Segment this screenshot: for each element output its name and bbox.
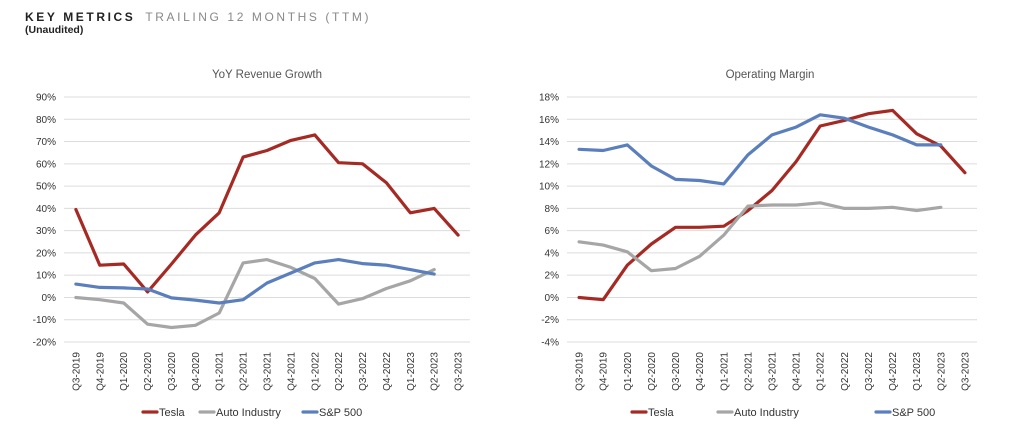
x-tick-label: Q1-2021 [719,352,730,391]
x-tick-label: Q4-2019 [95,352,106,391]
x-tick-label: Q3-2021 [768,352,779,391]
legend-label: Tesla [159,407,186,419]
y-tick-label: 70% [36,137,56,148]
series-line-auto-industry [74,258,436,330]
x-tick-label: Q4-2021 [286,352,297,391]
x-tick-label: Q2-2023 [430,352,441,391]
y-tick-label: 60% [36,159,56,170]
y-tick-label: -4% [541,338,559,349]
y-tick-label: 80% [36,115,56,126]
x-tick-label: Q4-2022 [382,352,393,391]
x-tick-label: Q2-2021 [743,352,754,391]
y-tick-label: 10% [36,271,56,282]
legend-label: S&P 500 [892,407,935,419]
series-line-s-p-500 [577,113,943,186]
chart-title: YoY Revenue Growth [212,69,322,81]
legend-label: Auto Industry [216,407,281,419]
legend-label: S&P 500 [319,407,362,419]
x-tick-label: Q2-2021 [239,352,250,391]
y-tick-label: 30% [36,226,56,237]
series-line-s-p-500 [74,258,436,305]
x-tick-label: Q3-2022 [864,352,875,391]
x-tick-label: Q4-2020 [695,352,706,391]
y-tick-label: -20% [33,338,56,349]
x-tick-label: Q3-2023 [454,352,465,391]
y-tick-label: 2% [545,271,560,282]
y-tick-label: 0% [42,293,57,304]
header-title-bold: KEY METRICS [25,10,136,24]
y-tick-label: 0% [545,293,560,304]
x-tick-label: Q3-2020 [167,352,178,391]
x-tick-label: Q2-2020 [647,352,658,391]
x-tick-label: Q1-2023 [406,352,417,391]
x-tick-label: Q1-2020 [119,352,130,391]
y-tick-label: 10% [539,182,559,193]
x-tick-label: Q4-2021 [792,352,803,391]
y-tick-label: -10% [33,315,56,326]
x-tick-label: Q3-2019 [71,352,82,391]
x-tick-label: Q3-2023 [960,352,971,391]
legend-label: Tesla [648,407,675,419]
y-tick-label: 20% [36,248,56,259]
header-title-light: TRAILING 12 MONTHS (TTM) [145,10,372,24]
x-tick-label: Q1-2023 [912,352,923,391]
y-tick-label: 90% [36,93,56,104]
y-tick-label: 16% [539,115,559,126]
x-tick-label: Q4-2020 [191,352,202,391]
x-tick-label: Q4-2022 [888,352,899,391]
x-tick-label: Q1-2022 [310,352,321,391]
x-tick-label: Q2-2023 [936,352,947,391]
series-line-tesla [577,108,967,302]
x-tick-label: Q1-2021 [215,352,226,391]
x-tick-label: Q2-2022 [334,352,345,391]
x-tick-label: Q1-2020 [623,352,634,391]
y-tick-label: 12% [539,159,559,170]
x-tick-label: Q2-2022 [840,352,851,391]
y-tick-label: 8% [545,204,560,215]
x-tick-label: Q4-2019 [599,352,610,391]
x-tick-label: Q3-2022 [358,352,369,391]
series-line-auto-industry [577,201,943,273]
series-line-tesla [74,133,460,294]
chart-title: Operating Margin [726,69,815,81]
y-tick-label: -2% [541,315,559,326]
page-header: KEY METRICS TRAILING 12 MONTHS (TTM) [25,10,371,24]
x-tick-label: Q2-2020 [143,352,154,391]
y-tick-label: 14% [539,137,559,148]
x-tick-label: Q1-2022 [816,352,827,391]
y-tick-label: 4% [545,248,560,259]
y-tick-label: 18% [539,93,559,104]
x-tick-label: Q3-2020 [671,352,682,391]
x-tick-label: Q3-2021 [263,352,274,391]
y-tick-label: 6% [545,226,560,237]
x-tick-label: Q3-2019 [575,352,586,391]
y-tick-label: 40% [36,204,56,215]
legend-label: Auto Industry [734,407,799,419]
header-subtitle: (Unaudited) [25,24,84,36]
y-tick-label: 50% [36,182,56,193]
